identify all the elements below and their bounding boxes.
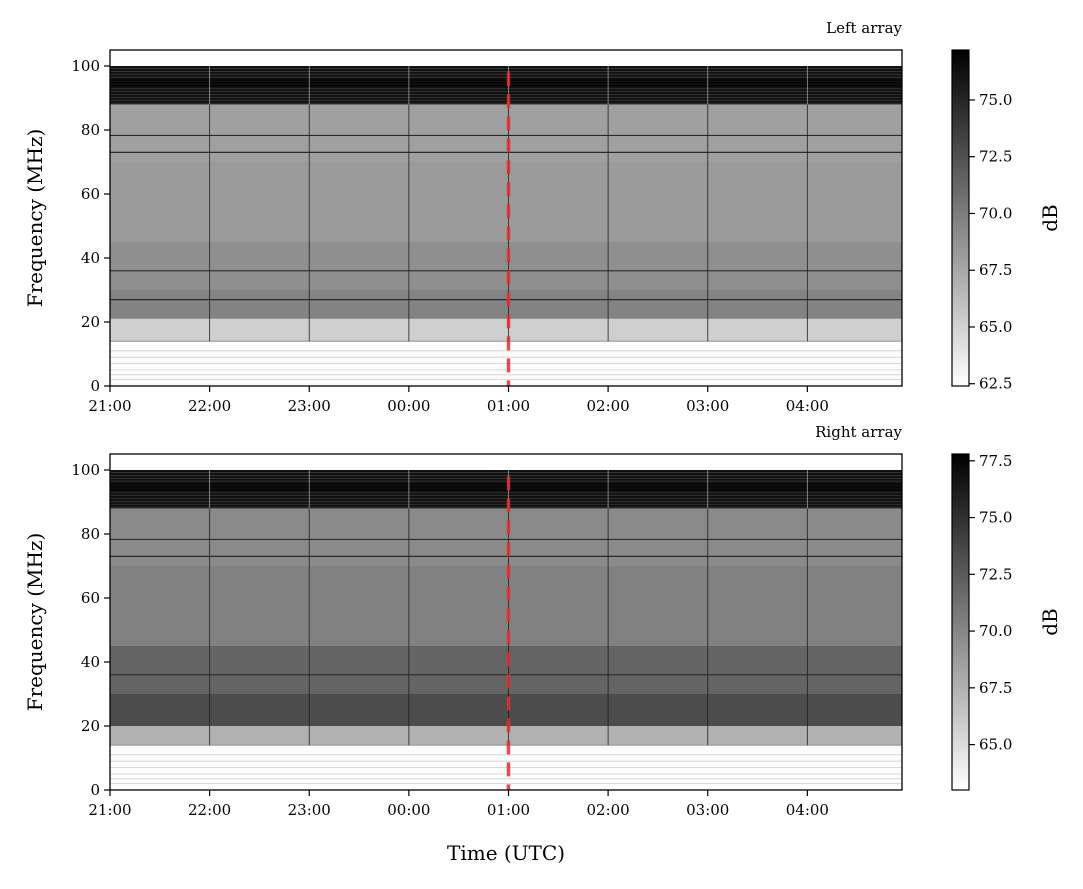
x-tick-label: 00:00 [387,397,430,415]
y-tick-label: 40 [81,653,100,671]
colorbar-tick-label: 70.0 [979,204,1012,222]
y-axis-label: Frequency (MHz) [23,129,47,308]
y-tick-label: 100 [71,57,100,75]
colorbar-tick-label: 77.5 [979,452,1012,470]
colorbar-gradient [951,49,970,387]
spectrogram-band [110,726,902,746]
x-tick-label: 03:00 [686,397,729,415]
colorbar: 65.0 67.5 70.0 72.5 75.0 77.5 dB [951,452,1062,791]
axes-frame [109,453,903,791]
y-tick-label: 0 [90,377,100,395]
spectrogram-band [110,508,902,566]
colorbar-label: dB [1038,608,1062,636]
axes-frame [109,49,903,387]
y-tick-label: 40 [81,249,100,267]
x-tick-label: 04:00 [786,397,829,415]
panel-title: Left array [826,19,902,37]
colorbar-tick-label: 75.0 [979,509,1012,527]
colorbar-tick-label: 65.0 [979,318,1012,336]
colorbar-tick-label: 75.0 [979,91,1012,109]
panel-right-array: 0 20 40 60 80 100 21:00 22:00 23:00 00:00 01:00 02:… [23,423,1062,865]
x-tick-label: 22:00 [188,397,231,415]
colorbar-label: dB [1038,204,1062,232]
x-tick-label: 21:00 [88,397,131,415]
x-tick-label: 04:00 [786,801,829,819]
x-tick-label: 21:00 [88,801,131,819]
colorbar-tick-label: 62.5 [979,375,1012,393]
x-axis-label: Time (UTC) [447,841,565,865]
colorbar-tick-label: 70.0 [979,622,1012,640]
panel-left-array: 0 20 40 60 80 100 21:00 22:00 23:00 00:00 01:00 02:… [23,19,1062,415]
colorbar-tick-label: 72.5 [979,565,1012,583]
colorbar-gradient [951,453,970,791]
colorbar-tick-label: 67.5 [979,679,1012,697]
x-tick-label: 01:00 [487,397,530,415]
spectrogram-band [110,162,902,242]
y-tick-label: 20 [81,313,100,331]
colorbar-tick-label: 72.5 [979,148,1012,166]
spectrogram-band [110,694,902,726]
spectrogram-band [110,290,902,319]
y-tick-label: 60 [81,185,100,203]
colorbar-tick-label: 65.0 [979,736,1012,754]
y-axis-label: Frequency (MHz) [23,533,47,712]
y-tick-label: 80 [81,525,100,543]
spectrogram-band [110,646,902,694]
y-tick-label: 20 [81,717,100,735]
x-tick-label: 03:00 [686,801,729,819]
x-tick-label: 01:00 [487,801,530,819]
x-tick-label: 23:00 [288,397,331,415]
spectrogram-band [110,318,902,342]
spectrogram-band [110,242,902,290]
colorbar-tick-label: 67.5 [979,261,1012,279]
spectrogram-band [110,566,902,646]
x-tick-label: 00:00 [387,801,430,819]
y-tick-label: 60 [81,589,100,607]
x-tick-label: 23:00 [288,801,331,819]
x-tick-label: 02:00 [586,801,629,819]
x-tick-label: 22:00 [188,801,231,819]
y-tick-label: 100 [71,461,100,479]
panel-title: Right array [815,423,902,441]
spectrogram-band [110,104,902,162]
colorbar: 62.5 65.0 67.5 70.0 72.5 75.0 dB [951,49,1062,393]
x-tick-label: 02:00 [586,397,629,415]
y-tick-label: 80 [81,121,100,139]
y-tick-label: 0 [90,781,100,799]
